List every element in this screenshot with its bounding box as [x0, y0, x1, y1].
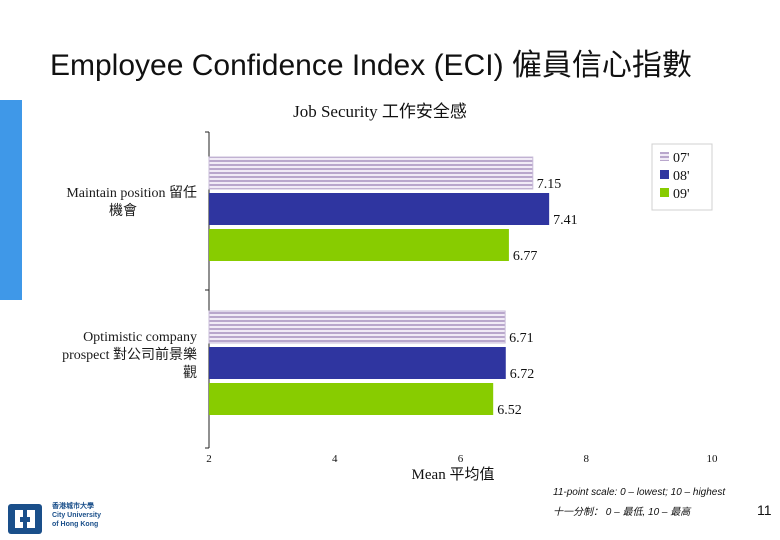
university-logo-text: 香港城市大學 City University of Hong Kong [52, 502, 101, 529]
category-label: Optimistic company prospect 對公司前景樂觀 [62, 330, 197, 381]
scale-note-zh: 十一分制： 0 – 最低, 10 – 最高 [553, 507, 691, 518]
bar [209, 193, 550, 225]
bar [209, 383, 494, 415]
bar [209, 229, 509, 261]
category-label-line: 機會 [109, 203, 137, 219]
bar-value-label: 6.52 [497, 403, 522, 418]
legend: 07' 08' 09' [651, 143, 713, 211]
legend-label: 09' [673, 187, 690, 202]
logo-text-en-2: of Hong Kong [52, 521, 99, 528]
x-tick-label: 2 [206, 453, 212, 465]
x-tick-label: 10 [707, 453, 719, 465]
logo-text-zh: 香港城市大學 [52, 503, 94, 510]
bar [208, 310, 506, 344]
x-tick-label: 4 [332, 453, 338, 465]
x-axis-label: Mean 平均值 [412, 466, 495, 483]
slide-title: Employee Confidence Index (ECI) 僱員信心指數 [50, 49, 692, 82]
bar-value-label: 6.72 [510, 367, 535, 382]
bar [208, 156, 534, 190]
legend-swatch [660, 188, 669, 197]
category-label: Maintain position 留任機會 [66, 185, 197, 219]
bar-value-label: 6.77 [513, 249, 538, 264]
chart-title: Job Security 工作安全感 [293, 102, 467, 121]
x-tick-label: 8 [584, 453, 590, 465]
university-logo: 香港城市大學 City University of Hong Kong [6, 500, 116, 538]
x-tick-label: 6 [458, 453, 464, 465]
side-accent-strip [0, 100, 22, 300]
category-label-line: 觀 [183, 365, 197, 381]
legend-label: 08' [673, 169, 690, 184]
category-label-line: prospect 對公司前景樂 [62, 346, 197, 363]
page-number: 11 [757, 502, 772, 518]
bar-value-label: 7.41 [553, 213, 578, 228]
bar-value-label: 6.71 [509, 331, 534, 346]
university-logo-icon [8, 504, 42, 534]
bar [209, 347, 506, 379]
category-label-line: Optimistic company [83, 330, 197, 345]
legend-swatch [660, 170, 669, 179]
bar-value-label: 7.15 [537, 177, 562, 192]
logo-text-en-1: City University [52, 512, 102, 519]
scale-note-en: 11-point scale: 0 – lowest; 10 – highest [553, 487, 726, 498]
legend-swatch [660, 152, 669, 161]
legend-label: 07' [673, 151, 690, 166]
category-label-line: Maintain position 留任 [66, 185, 197, 201]
